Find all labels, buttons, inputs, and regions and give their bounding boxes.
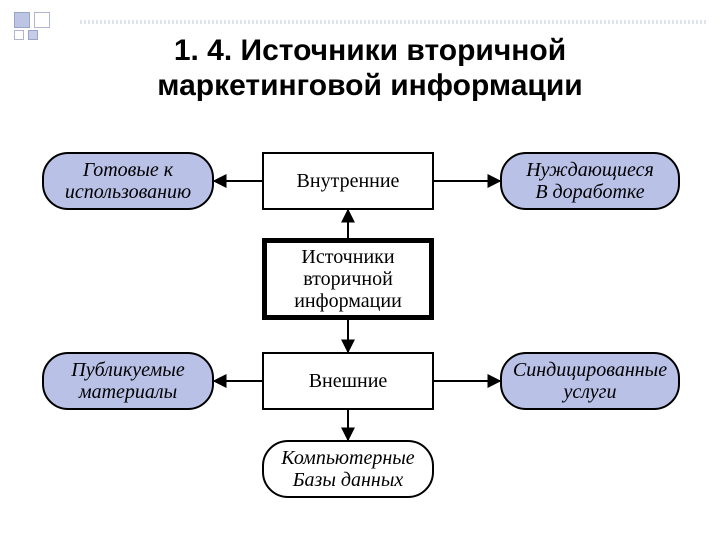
header-rule	[80, 20, 706, 24]
node-n_inner: Внутренние	[262, 152, 434, 210]
node-n_ready: Готовые киспользованию	[42, 152, 214, 210]
node-n_core: Источникивторичнойинформации	[262, 238, 434, 320]
node-n_need: НуждающиесяВ доработке	[500, 152, 680, 210]
slide: 1. 4. Источники вторичной маркетинговой …	[0, 0, 720, 540]
node-n_db: КомпьютерныеБазы данных	[262, 440, 434, 498]
node-n_outer: Внешние	[262, 352, 434, 410]
node-n_synd: Синдицированныеуслуги	[500, 352, 680, 410]
node-n_pub: Публикуемыематериалы	[42, 352, 214, 410]
slide-title: 1. 4. Источники вторичной маркетинговой …	[60, 34, 680, 103]
